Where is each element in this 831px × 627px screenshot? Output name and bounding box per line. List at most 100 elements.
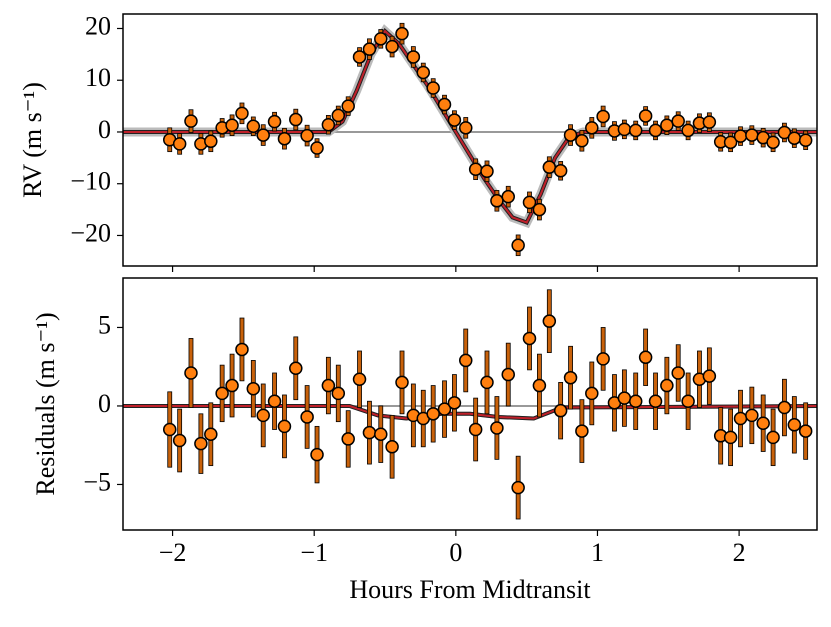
data-point (681, 123, 695, 138)
data-point (480, 164, 494, 179)
data-point (628, 123, 643, 138)
y-tick-label: 20 (85, 11, 111, 40)
x-tick-label: −1 (300, 538, 328, 567)
data-point (256, 408, 270, 423)
data-point (437, 97, 452, 112)
data-point (798, 424, 813, 438)
data-point (596, 109, 610, 124)
data-point (723, 430, 738, 445)
data-point (184, 366, 198, 380)
data-point (300, 128, 314, 143)
y-tick-label: −20 (70, 218, 111, 247)
data-point (416, 65, 431, 80)
data-point (225, 378, 239, 393)
data-point (277, 419, 292, 434)
y-axis-label: RV (m s⁻¹) (18, 82, 47, 198)
data-point (172, 433, 187, 448)
data-point (617, 122, 632, 137)
data-point (723, 135, 738, 150)
data-point (395, 26, 409, 41)
data-point (395, 375, 409, 390)
data-point (385, 39, 399, 54)
data-point (702, 115, 717, 129)
data-point (511, 238, 525, 253)
data-point (648, 394, 663, 409)
data-point (331, 108, 346, 123)
data-point (385, 440, 399, 454)
data-point (798, 133, 813, 148)
model-outline (123, 404, 818, 421)
data-point (553, 403, 568, 418)
data-point (204, 427, 218, 441)
x-tick-label: 0 (449, 538, 462, 567)
data-point (777, 125, 792, 140)
data-point (745, 128, 759, 142)
data-point (787, 131, 802, 145)
data-point (766, 135, 780, 150)
data-point (733, 129, 748, 143)
data-point (575, 424, 589, 438)
data-point (362, 425, 377, 440)
data-point (681, 394, 695, 409)
data-point (585, 386, 599, 401)
data-point (267, 114, 282, 129)
data-point (596, 352, 610, 366)
data-point (638, 109, 653, 123)
data-point (437, 402, 452, 416)
data-point (522, 331, 537, 346)
data-point (310, 447, 324, 462)
data-point (468, 162, 483, 176)
data-point (490, 194, 504, 208)
data-point (660, 378, 674, 393)
data-point (585, 121, 599, 135)
data-point (204, 134, 218, 149)
y-tick-label: 10 (85, 63, 111, 92)
data-point (246, 119, 261, 134)
y-tick-label: 0 (98, 389, 111, 418)
data-point (766, 430, 780, 445)
data-point (341, 99, 355, 113)
data-point (522, 195, 537, 210)
data-point (532, 378, 547, 393)
data-point (671, 114, 685, 128)
y-tick-label: −5 (83, 467, 111, 496)
data-point (277, 131, 292, 146)
x-axis-label: Hours From Midtransit (349, 575, 591, 604)
data-point (511, 480, 525, 495)
data-point (426, 81, 440, 95)
data-point (542, 160, 557, 174)
data-point (501, 367, 515, 382)
data-point (638, 350, 653, 365)
data-point (745, 408, 759, 423)
data-point (215, 386, 229, 401)
data-point (246, 381, 261, 396)
data-point (756, 416, 770, 430)
data-point (321, 117, 336, 132)
data-point (542, 314, 557, 328)
data-point (406, 50, 421, 64)
data-point (660, 118, 674, 133)
data-point (480, 375, 494, 390)
data-point (563, 128, 578, 142)
data-point (553, 164, 568, 178)
data-point (777, 400, 792, 415)
data-point (702, 369, 717, 383)
data-point (733, 411, 748, 426)
data-point (447, 113, 462, 127)
data-point (374, 32, 388, 46)
data-point (459, 121, 473, 135)
data-point (341, 432, 355, 446)
y-axis-label: Residuals (m s⁻¹) (31, 312, 60, 495)
x-tick-label: −2 (159, 538, 187, 567)
y-tick-label: 0 (98, 115, 111, 144)
data-point (426, 407, 440, 421)
data-point (575, 134, 589, 148)
data-point (501, 189, 515, 204)
data-point (468, 422, 483, 437)
data-point (194, 436, 208, 451)
data-point (352, 372, 367, 387)
data-point (321, 378, 336, 393)
axes-frame (122, 277, 818, 531)
data-point (235, 342, 249, 357)
